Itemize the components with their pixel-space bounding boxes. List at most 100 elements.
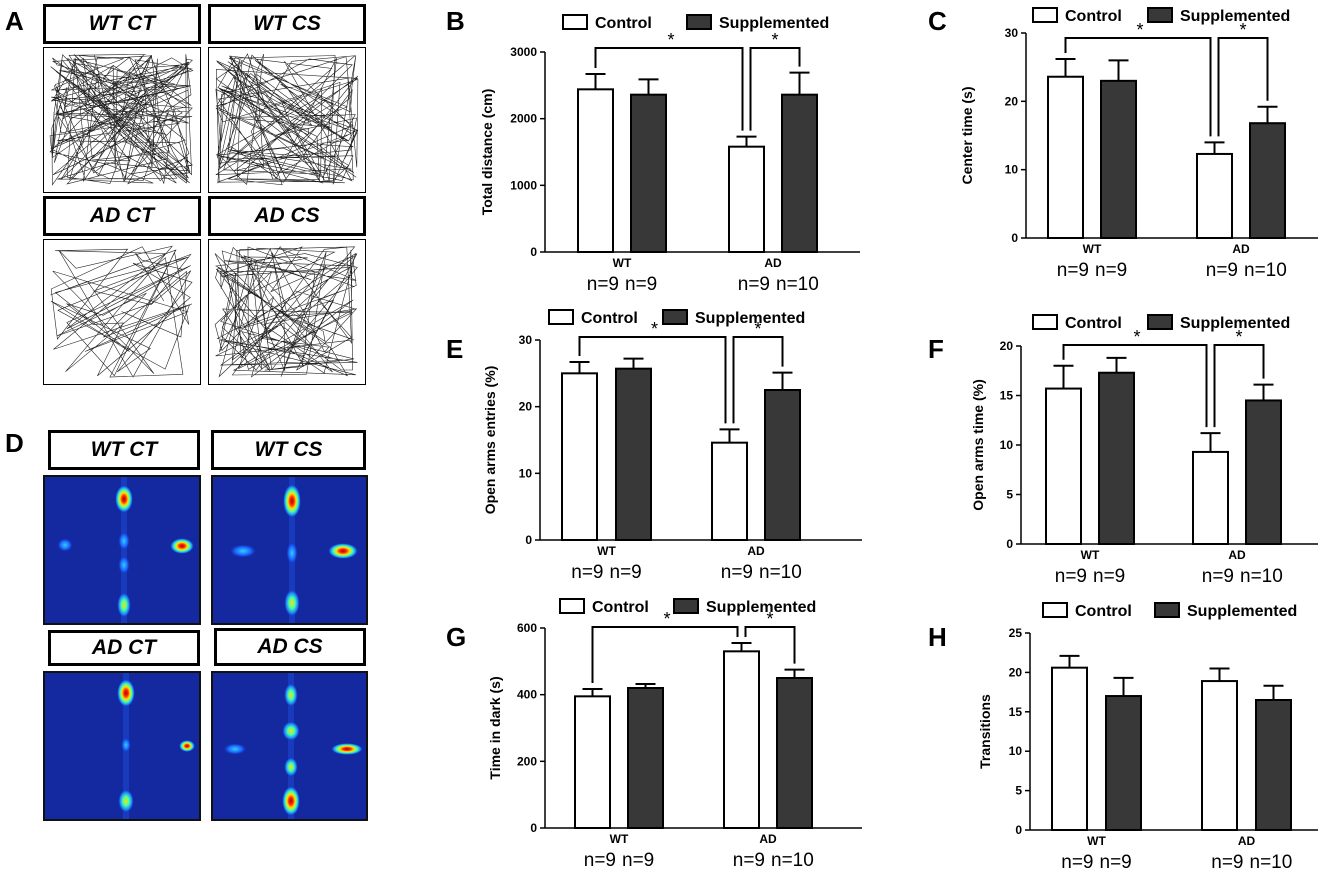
chart-h-ytick-label-0: 0 xyxy=(1015,823,1022,837)
panel-letter-b: B xyxy=(446,6,465,36)
chart-b-xtick-label-0: WT xyxy=(613,256,632,270)
panel-letter-f: F xyxy=(928,334,944,364)
chart-b-legend-swatch-1 xyxy=(686,14,712,30)
chart-g-bar-ad-0 xyxy=(723,650,760,829)
chart-e-legend-swatch-0 xyxy=(548,309,574,325)
chart-c-sig-star-1: * xyxy=(1239,20,1246,40)
chart-h-bar-ad-1 xyxy=(1255,698,1292,831)
chart-h-n-label-0-0: n=9 xyxy=(1061,852,1093,873)
chart-b-n-label-1-1: n=10 xyxy=(776,274,819,295)
chart-h-legend-swatch-0 xyxy=(1042,602,1068,618)
chart-h-n-label-1-0: n=9 xyxy=(1211,852,1243,873)
chart-c-xtick-label-1: AD xyxy=(1232,242,1250,256)
chart-h-ylabel: Transitions xyxy=(977,694,993,769)
track-trace xyxy=(214,246,358,378)
chart-b-ytick-label-3: 3000 xyxy=(510,45,537,59)
chart-h-legend-label-1: Supplemented xyxy=(1187,603,1297,620)
chart-b-sig-bracket-0 xyxy=(594,47,744,131)
chart-e-n-label-0-1: n=9 xyxy=(610,562,642,583)
panel-letter-h: H xyxy=(928,622,947,652)
chart-f-bar-ad-1 xyxy=(1245,399,1282,546)
chart-e-xtick-label-1: AD xyxy=(747,544,765,558)
chart-b-n-label-1-0: n=9 xyxy=(738,274,770,295)
panel-letter-d: D xyxy=(5,428,24,458)
chart-e-bar-ad-0 xyxy=(711,441,748,541)
chart-h-ytick-label-2: 10 xyxy=(1009,744,1023,758)
chart-h-ytick-label-4: 20 xyxy=(1009,665,1023,679)
chart-h-ytick-label-5: 25 xyxy=(1009,626,1023,640)
chart-e-ytick-label-0: 0 xyxy=(525,533,532,547)
chart-b-bar-wt-0 xyxy=(577,88,614,254)
panel-letter-c: C xyxy=(928,6,947,36)
heatmap-wt-ct-svg xyxy=(57,477,194,623)
chart-g-bar-wt-1 xyxy=(627,687,664,829)
chart-f-ytick-label-1: 5 xyxy=(1006,488,1013,502)
heatmap-ad-ct xyxy=(43,671,201,821)
chart-g-bar-wt-0 xyxy=(574,695,611,829)
chart-e-ytick-label-3: 30 xyxy=(519,333,533,347)
heatmap-ad-ct-svg xyxy=(117,673,195,819)
chart-h-xtick-label-1: AD xyxy=(1238,834,1256,848)
chart-c-ytick-label-3: 30 xyxy=(1005,26,1019,40)
chart-f-ytick-label-4: 20 xyxy=(1000,339,1014,353)
chart-b-n-label-0-0: n=9 xyxy=(587,274,619,295)
chart-h-xtick-label-0: WT xyxy=(1087,834,1106,848)
heatmap-wt-ct xyxy=(43,475,201,625)
track-plot-ad-ct xyxy=(43,239,201,385)
chart-h-bar-wt-0 xyxy=(1051,666,1088,831)
chart-g-legend-label-1: Supplemented xyxy=(706,599,816,616)
chart-g-ytick-label-2: 400 xyxy=(517,688,537,702)
chart-g-n-label-0-1: n=9 xyxy=(622,850,654,871)
chart-e-ytick-label-2: 20 xyxy=(519,400,533,414)
chart-f-xtick-label-0: WT xyxy=(1081,548,1100,562)
chart-f-ytick-label-0: 0 xyxy=(1006,537,1013,551)
chart-g-legend-swatch-0 xyxy=(559,598,585,614)
panel-letter-a: A xyxy=(5,6,24,36)
chart-g-ylabel: Time in dark (s) xyxy=(487,676,503,779)
chart-c-legend-swatch-0 xyxy=(1032,7,1058,23)
chart-e-n-label-0-0: n=9 xyxy=(571,562,603,583)
chart-c-n-label-0-0: n=9 xyxy=(1057,260,1089,281)
chart-h-bar-ad-0 xyxy=(1201,680,1238,831)
chart-b-ytick-label-0: 0 xyxy=(530,245,537,259)
chart-e-bar-wt-1 xyxy=(615,367,652,541)
chart-f-n-label-1-1: n=10 xyxy=(1240,566,1283,587)
track-trace xyxy=(50,245,193,378)
heatmap-wt-cs-svg xyxy=(229,477,358,623)
track-label-ad-cs: AD CS xyxy=(208,196,366,236)
chart-b-sig-star-0: * xyxy=(667,30,674,50)
chart-e-ytick-label-1: 10 xyxy=(519,466,533,480)
chart-c-sig-star-0: * xyxy=(1136,20,1143,40)
chart-c-ytick-label-2: 20 xyxy=(1005,94,1019,108)
chart-g-ytick-label-1: 200 xyxy=(517,754,537,768)
chart-e-sig-bracket-0 xyxy=(578,336,727,424)
chart-e-ylabel: Open arms entries (%) xyxy=(482,366,498,515)
chart-b-xtick-label-1: AD xyxy=(764,256,782,270)
heatmap-ad-cs xyxy=(211,671,368,821)
chart-g-n-label-1-1: n=10 xyxy=(771,850,814,871)
chart-c-legend-label-1: Supplemented xyxy=(1180,8,1290,25)
chart-e-bar-wt-0 xyxy=(561,372,598,542)
chart-b-n-label-0-1: n=9 xyxy=(625,274,657,295)
chart-f-sig-bracket-0 xyxy=(1062,344,1208,428)
chart-e-n-label-1-0: n=9 xyxy=(721,562,753,583)
chart-c-n-label-0-1: n=9 xyxy=(1095,260,1127,281)
chart-f-legend-label-0: Control xyxy=(1065,315,1122,332)
chart-b-ytick-label-1: 1000 xyxy=(510,178,537,192)
chart-e-xtick-label-0: WT xyxy=(597,544,616,558)
chart-f-bar-ad-0 xyxy=(1192,450,1229,545)
chart-c-n-label-1-0: n=9 xyxy=(1206,260,1238,281)
track-plot-ad-cs xyxy=(208,239,366,385)
chart-b-sig-bracket-1 xyxy=(749,47,801,131)
chart-f-sig-star-1: * xyxy=(1235,327,1242,347)
chart-g-xtick-label-0: WT xyxy=(610,832,629,846)
chart-f-ytick-label-2: 10 xyxy=(1000,438,1014,452)
chart-e-sig-bracket-1 xyxy=(732,336,784,424)
chart-f-bar-wt-1 xyxy=(1098,371,1135,546)
chart-e-bar-ad-1 xyxy=(764,389,801,541)
track-trace xyxy=(215,53,359,186)
chart-h-bar-wt-1 xyxy=(1105,695,1142,831)
chart-c-n-label-1-1: n=10 xyxy=(1244,260,1287,281)
track-plot-wt-cs xyxy=(208,47,366,193)
